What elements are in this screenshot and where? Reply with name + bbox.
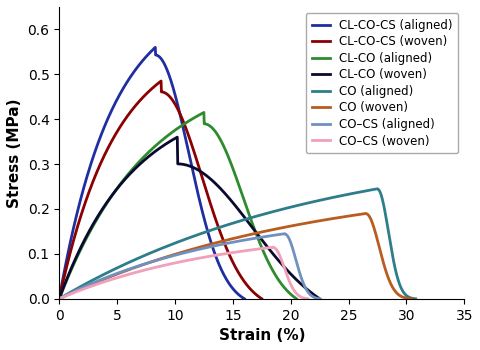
CO–CS (woven) (82, 287, 87, 291)
CO (woven) (409, 297, 415, 301)
CO (aligned) (413, 297, 419, 301)
CL-CO-CS (woven) (56, 297, 62, 301)
CO–CS (woven) (276, 253, 282, 257)
CO (aligned) (382, 206, 387, 210)
CL-CO (woven) (244, 218, 250, 222)
CL-CO-CS (aligned) (68, 239, 73, 244)
CL-CO-CS (woven) (77, 217, 83, 221)
CL-CO-CS (woven) (259, 297, 264, 301)
CL-CO-CS (aligned) (168, 79, 174, 83)
Line: CL-CO-CS (aligned): CL-CO-CS (aligned) (59, 47, 244, 299)
CO–CS (aligned) (102, 276, 108, 280)
CO–CS (aligned) (152, 259, 158, 263)
CO–CS (aligned) (288, 241, 294, 246)
CL-CO-CS (woven) (68, 247, 74, 251)
CL-CO (woven) (317, 297, 323, 301)
CO (aligned) (94, 276, 99, 280)
Line: CO–CS (woven): CO–CS (woven) (59, 247, 308, 299)
CL-CO-CS (woven) (207, 201, 213, 205)
CO (aligned) (56, 297, 62, 301)
CL-CO (woven) (81, 240, 86, 245)
CO–CS (aligned) (317, 297, 323, 301)
CO–CS (woven) (147, 267, 153, 271)
CO (woven) (385, 276, 391, 281)
CL-CO (aligned) (246, 212, 252, 217)
CO–CS (aligned) (299, 277, 305, 281)
X-axis label: Strain (%): Strain (%) (218, 328, 305, 343)
CO (woven) (92, 281, 98, 285)
CO (aligned) (374, 187, 380, 191)
CL-CO-CS (woven) (158, 79, 164, 83)
Line: CO–CS (aligned): CO–CS (aligned) (59, 234, 320, 299)
CO–CS (aligned) (282, 232, 288, 236)
CO (woven) (409, 297, 415, 301)
CO (woven) (119, 270, 125, 274)
Legend: CL-CO-CS (aligned), CL-CO-CS (woven), CL-CO (aligned), CL-CO (woven), CO (aligne: CL-CO-CS (aligned), CL-CO-CS (woven), CL… (306, 13, 458, 153)
Line: CL-CO (aligned): CL-CO (aligned) (59, 112, 297, 299)
CL-CO (woven) (70, 262, 76, 266)
CL-CO (woven) (107, 197, 112, 201)
CO (aligned) (192, 234, 197, 238)
CO (woven) (363, 211, 369, 216)
CL-CO-CS (aligned) (196, 195, 202, 199)
CL-CO (aligned) (217, 138, 223, 142)
CL-CO (aligned) (73, 257, 79, 261)
CL-CO (aligned) (293, 296, 299, 301)
CO–CS (woven) (288, 281, 293, 286)
CO–CS (woven) (270, 245, 276, 249)
CL-CO (woven) (174, 135, 180, 139)
CO–CS (woven) (100, 280, 106, 284)
CL-CO (woven) (56, 297, 62, 301)
CL-CO-CS (aligned) (97, 136, 103, 140)
Line: CO (aligned): CO (aligned) (59, 189, 416, 299)
CO (aligned) (121, 262, 127, 267)
CO (woven) (187, 248, 192, 252)
CO–CS (woven) (305, 297, 311, 301)
CO–CS (woven) (305, 297, 311, 301)
CL-CO (woven) (316, 296, 322, 301)
CL-CO-CS (woven) (176, 109, 182, 113)
CO–CS (aligned) (317, 297, 323, 301)
CL-CO-CS (woven) (259, 296, 264, 301)
CO–CS (woven) (56, 297, 62, 301)
CL-CO-CS (aligned) (241, 297, 247, 301)
CL-CO-CS (aligned) (153, 45, 158, 49)
CO (woven) (371, 226, 377, 230)
CO (woven) (56, 297, 62, 301)
CL-CO-CS (aligned) (241, 296, 247, 301)
CL-CO-CS (aligned) (56, 297, 62, 301)
CL-CO (aligned) (118, 182, 123, 186)
CO (aligned) (393, 271, 399, 275)
CO–CS (aligned) (56, 297, 62, 301)
Line: CL-CO-CS (woven): CL-CO-CS (woven) (59, 81, 262, 299)
Line: CO (woven): CO (woven) (59, 214, 412, 299)
CL-CO-CS (aligned) (76, 204, 82, 208)
CL-CO (aligned) (201, 110, 207, 114)
CL-CO (aligned) (86, 232, 92, 236)
Y-axis label: Stress (MPa): Stress (MPa) (7, 98, 22, 208)
CL-CO (woven) (200, 171, 205, 175)
CO (aligned) (413, 297, 419, 301)
CL-CO (aligned) (294, 297, 300, 301)
CO–CS (aligned) (83, 284, 88, 288)
CL-CO (aligned) (56, 297, 62, 301)
CL-CO-CS (woven) (100, 157, 106, 161)
Line: CL-CO (woven): CL-CO (woven) (59, 137, 320, 299)
